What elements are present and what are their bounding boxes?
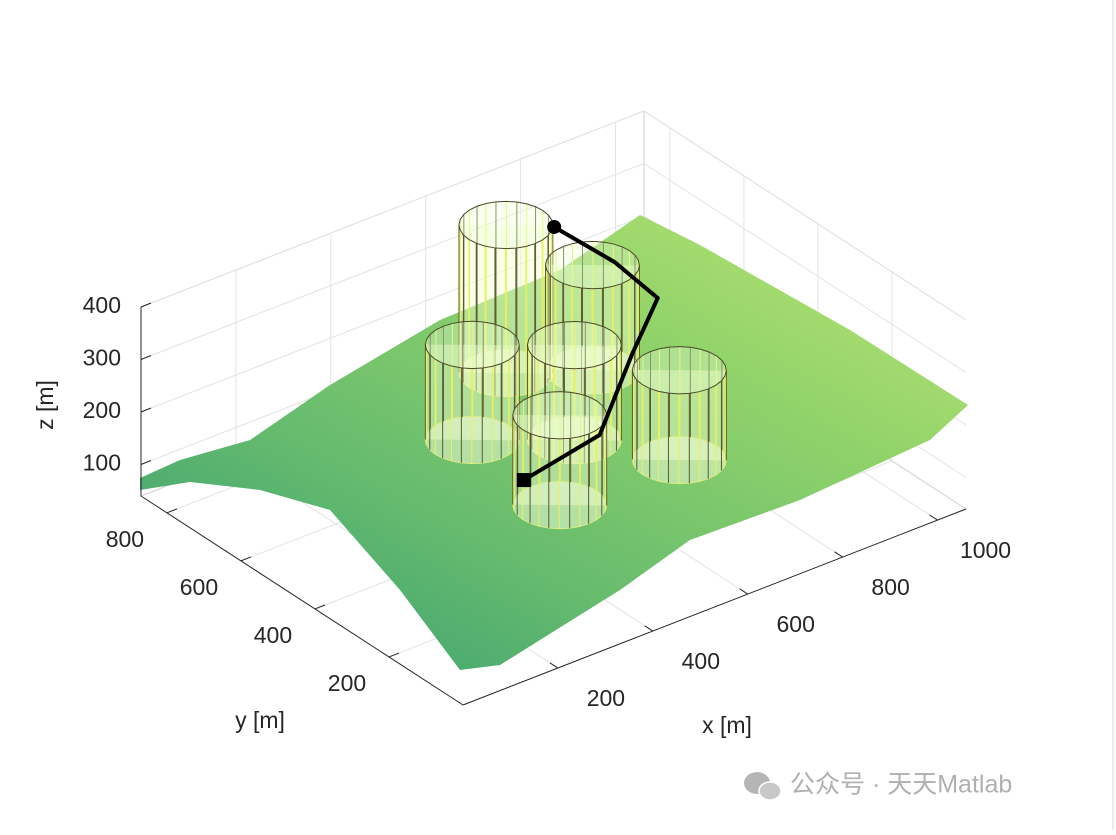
- cylinder: [545, 240, 640, 395]
- axes: 200 400 600 800 1000 200 400 600 800 100 200 300 400: [83, 292, 1011, 711]
- y-tick-label: 400: [254, 622, 292, 648]
- y-axis-label: y [m]: [235, 707, 285, 733]
- z-tick-label: 300: [83, 345, 121, 371]
- x-tick-label: 1000: [960, 537, 1011, 563]
- flight-path: [522, 225, 660, 482]
- cylinder-top: [512, 391, 608, 440]
- y-tick-label: 600: [180, 574, 218, 600]
- x-axis: [462, 508, 967, 706]
- cylinder: [424, 320, 520, 465]
- grid-line: [140, 215, 645, 413]
- x-tick: [834, 551, 843, 558]
- grid-line: [643, 110, 967, 321]
- y-tick: [240, 556, 252, 562]
- x-tick-label: 600: [777, 611, 815, 637]
- cylinder-top: [526, 320, 622, 370]
- z-tick: [140, 407, 152, 413]
- z-tick: [140, 460, 152, 465]
- watermark: 公众号 · 天天Matlab: [790, 771, 1012, 799]
- z-tick-label: 400: [83, 292, 121, 318]
- y-tick-label: 200: [328, 670, 366, 696]
- cylinder-bottom: [631, 435, 727, 485]
- cylinder-top: [424, 320, 520, 370]
- z-tick-label: 200: [83, 397, 121, 423]
- z-axis-label: z [m]: [32, 380, 58, 430]
- watermark-icon: [744, 772, 782, 801]
- cylinder: [631, 346, 727, 485]
- grid-line: [643, 163, 967, 373]
- x-tick: [549, 662, 559, 669]
- obstacles: [424, 200, 727, 530]
- cylinder-top: [458, 200, 554, 250]
- y-tick: [314, 604, 326, 610]
- x-tick-label: 400: [682, 648, 720, 674]
- z-tick: [140, 355, 152, 360]
- cylinder-top: [545, 240, 640, 290]
- x-tick-label: 200: [587, 685, 625, 711]
- grid-line: [140, 163, 645, 360]
- path-start: [516, 473, 531, 488]
- cylinder: [512, 391, 608, 530]
- cylinder-bottom: [512, 480, 608, 530]
- y-tick-label: 800: [106, 526, 144, 552]
- cylinder-body: [632, 369, 727, 461]
- cylinder-body: [458, 224, 553, 374]
- x-axis-label: x [m]: [702, 712, 752, 738]
- y-tick: [388, 652, 400, 658]
- x-tick-label: 800: [871, 574, 909, 600]
- cylinder-body: [545, 264, 640, 371]
- x-tick: [739, 588, 748, 595]
- x-tick: [929, 514, 938, 521]
- cylinder-body: [425, 344, 520, 441]
- path-end: [547, 219, 562, 234]
- y-axis: [140, 495, 464, 706]
- cylinder-top: [631, 346, 727, 395]
- z-tick: [140, 302, 152, 308]
- x-tick: [644, 625, 654, 632]
- z-tick-label: 100: [83, 450, 121, 476]
- cylinder-bottom: [424, 415, 520, 465]
- y-tick: [166, 508, 178, 514]
- grid-line: [140, 110, 645, 308]
